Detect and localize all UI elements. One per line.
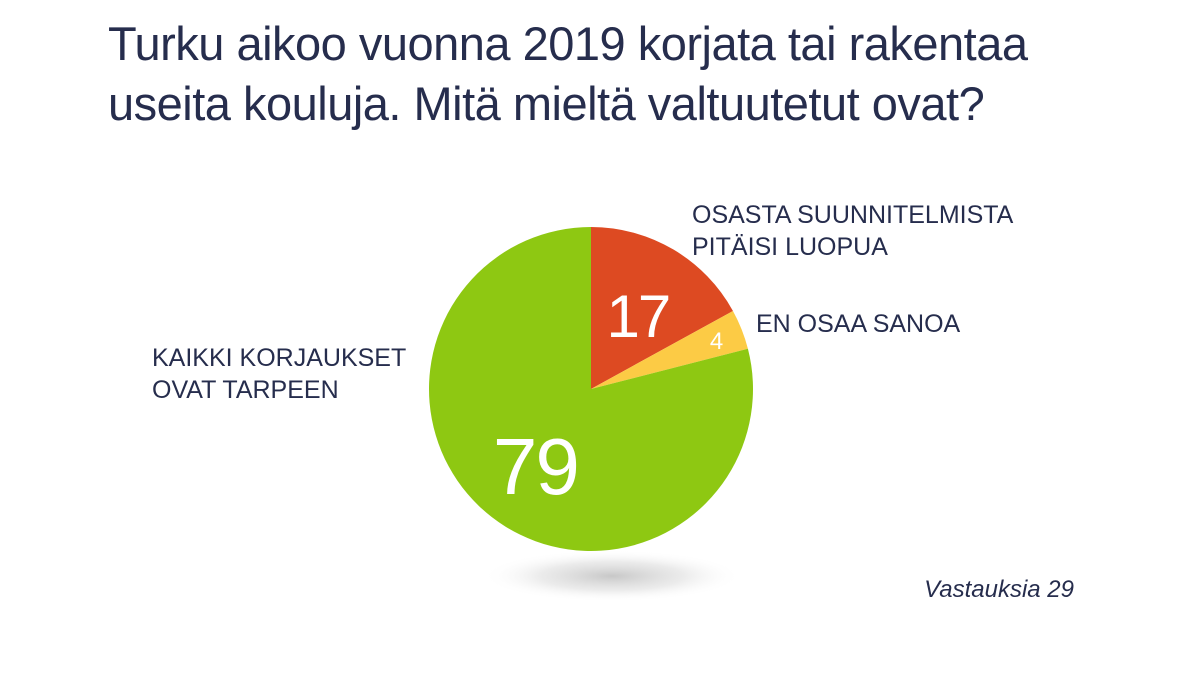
pie-value-labels: 17 4 79: [493, 283, 725, 511]
slice-kaikki-korjaukset-value: 79: [493, 422, 578, 511]
label-kaikki-line-1: KAIKKI KORJAUKSET: [152, 344, 407, 372]
slice-luopua: [591, 227, 733, 389]
label-luopua: OSASTA SUUNNITELMISTA PITÄISI LUOPUA: [692, 199, 1013, 263]
slice-en-osaa-sanoa: [591, 310, 748, 389]
label-kaikki-korjaukset: KAIKKI KORJAUKSET OVAT TARPEEN: [152, 342, 406, 406]
label-kaikki-line-2: OVAT TARPEEN: [152, 376, 339, 404]
pie-slices: [429, 227, 754, 551]
label-en-osaa-sanoa-line-1: EN OSAA SANOA: [756, 310, 961, 338]
chart-title: Turku aikoo vuonna 2019 korjata tai rake…: [108, 14, 1148, 134]
label-luopua-line-1: OSASTA SUUNNITELMISTA: [692, 201, 1014, 229]
pie-shadow: [482, 550, 742, 602]
label-luopua-line-2: PITÄISI LUOPUA: [692, 233, 888, 261]
slice-kaikki-korjaukset: [429, 227, 754, 551]
label-en-osaa-sanoa: EN OSAA SANOA: [756, 308, 960, 340]
slice-en-osaa-sanoa-value: 4: [710, 328, 723, 355]
slice-luopua-value: 17: [607, 283, 670, 350]
chart-title-line-1: Turku aikoo vuonna 2019 korjata tai rake…: [108, 17, 1028, 70]
response-count-note: Vastauksia 29: [924, 576, 1074, 603]
chart-title-line-2: useita kouluja. Mitä mieltä valtuutetut …: [108, 77, 985, 130]
